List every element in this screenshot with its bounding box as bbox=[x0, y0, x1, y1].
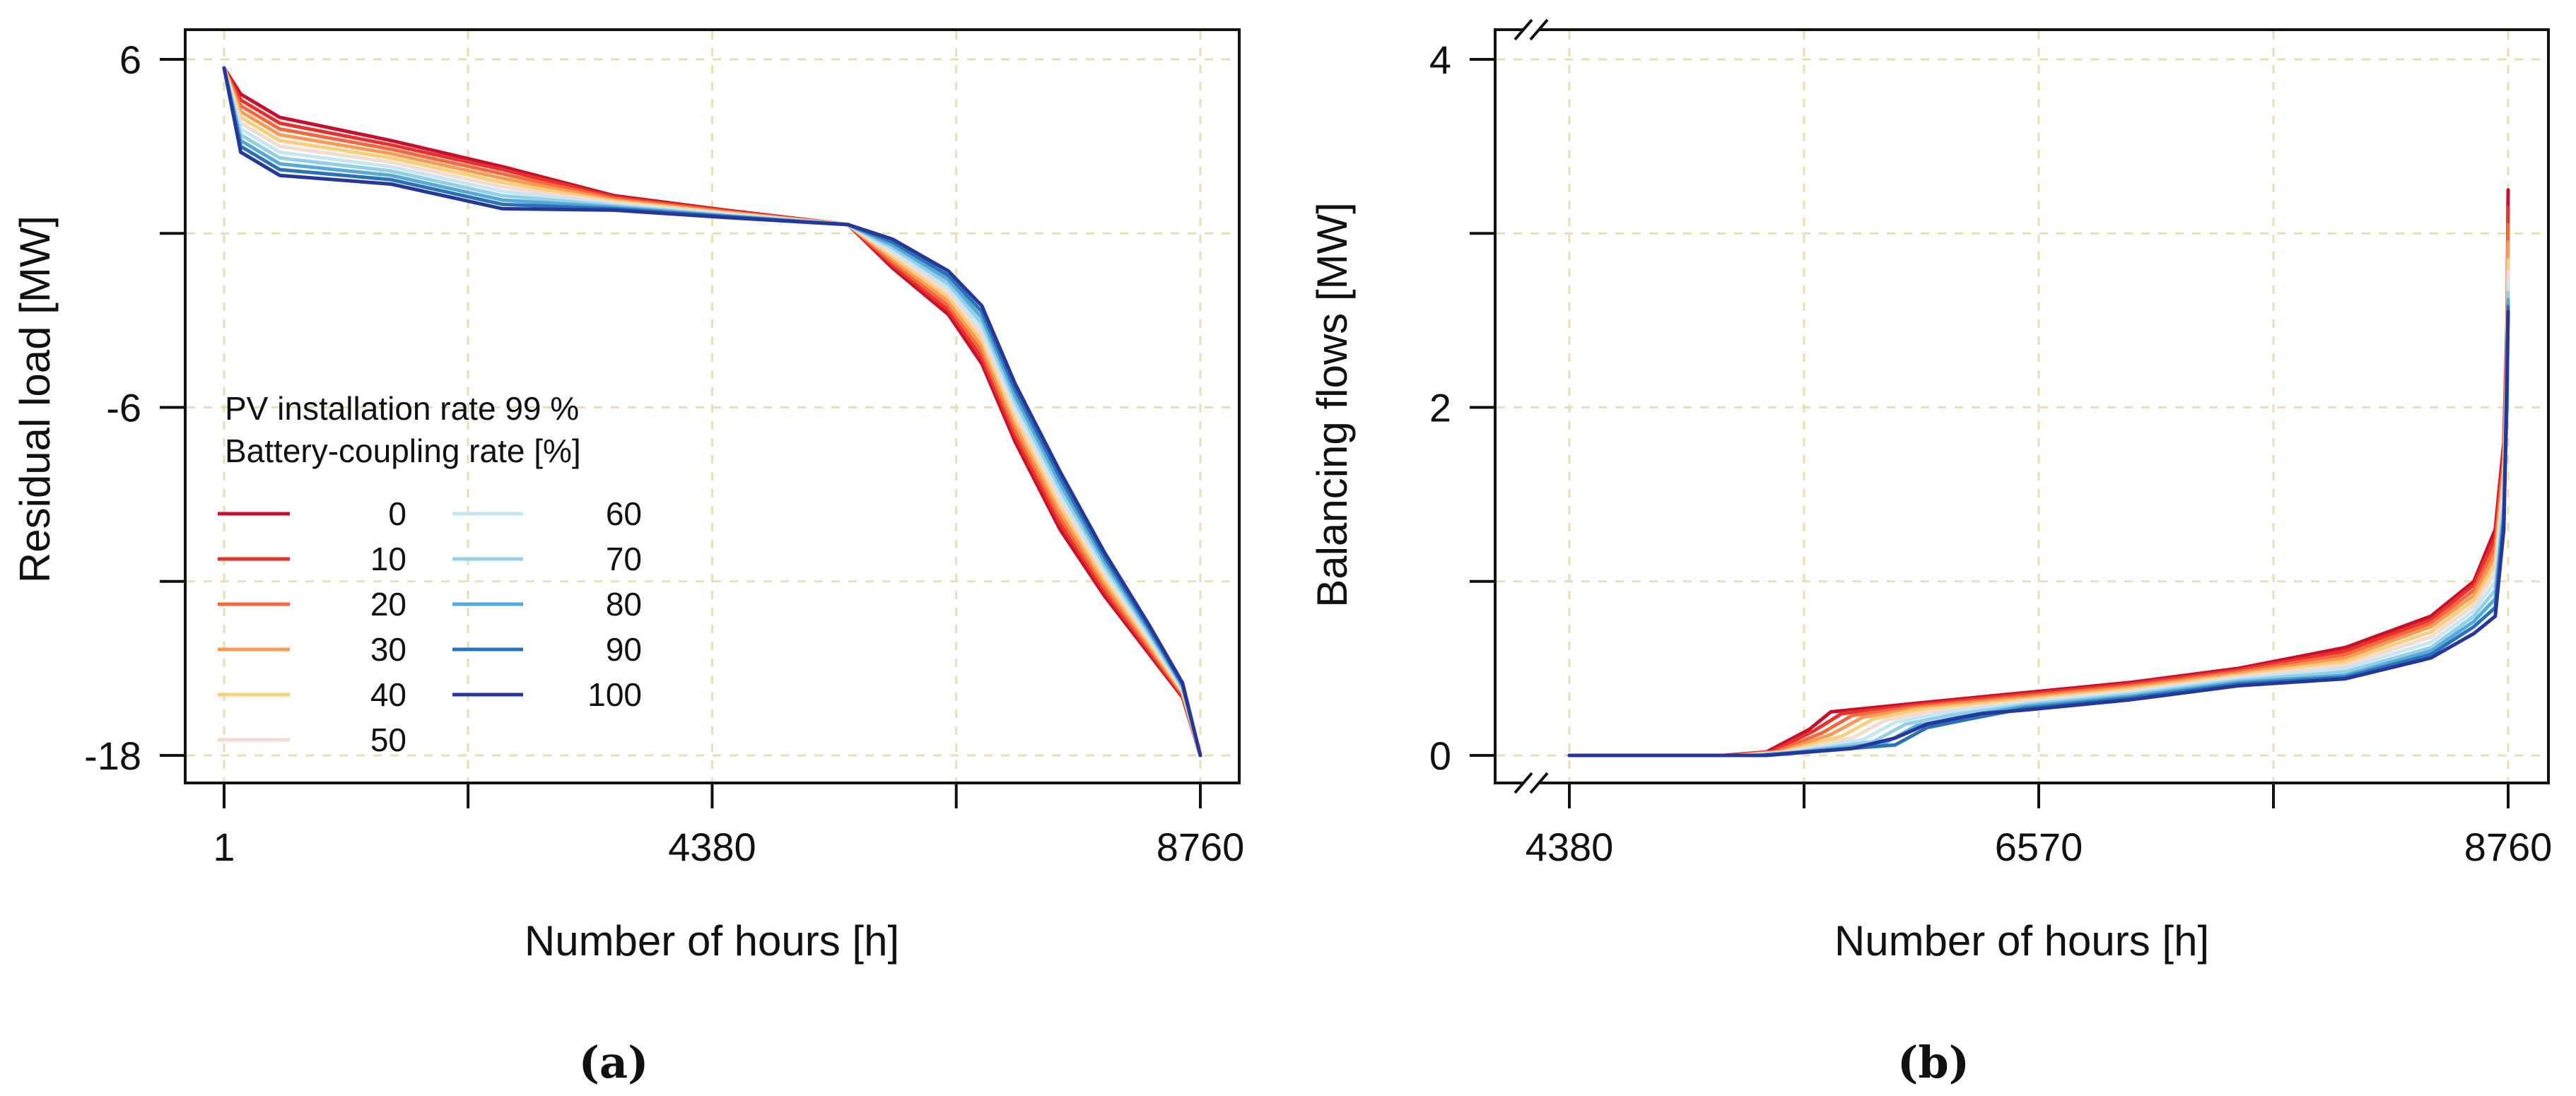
panel-b-ticks: 4380 6570 8760 0 2 4 bbox=[1429, 37, 2552, 869]
panel-a-chart: 1 4380 8760 -18 -6 6 Number of hours [h] Resi… bbox=[11, 28, 1244, 965]
x-tick-label: 8760 bbox=[2464, 825, 2553, 869]
panel-a-y-axis-label: Residual load [MW] bbox=[11, 216, 59, 583]
legend-label-80: 80 bbox=[606, 586, 642, 623]
legend-label-10: 10 bbox=[370, 541, 406, 577]
legend-title-line2: Battery-coupling rate [%] bbox=[225, 432, 581, 469]
x-tick-label: 4380 bbox=[1526, 825, 1614, 869]
x-tick-label: 4380 bbox=[668, 825, 756, 869]
series-line-100 bbox=[222, 66, 1202, 758]
panel-a-grid bbox=[187, 31, 1238, 782]
legend-label-0: 0 bbox=[388, 495, 406, 532]
axis-break-slash-1-1 bbox=[1514, 772, 1533, 794]
legend-label-20: 20 bbox=[370, 586, 406, 623]
legend-label-70: 70 bbox=[606, 541, 642, 577]
legend-label-90: 90 bbox=[606, 631, 642, 668]
legend-label-40: 40 bbox=[370, 676, 406, 713]
series-line-20 bbox=[222, 66, 1202, 758]
series-line-80 bbox=[222, 66, 1202, 758]
series-line-60 bbox=[222, 66, 1202, 758]
x-tick-label: 1 bbox=[213, 825, 235, 869]
panel-a-legend: PV installation rate 99 % Battery-coupli… bbox=[218, 390, 642, 758]
panel-b-axis-break bbox=[1514, 18, 1549, 794]
y-tick-label: 6 bbox=[119, 37, 141, 82]
panel-a-series bbox=[222, 66, 1202, 758]
legend-label-30: 30 bbox=[370, 631, 406, 668]
series-line-70 bbox=[222, 66, 1202, 758]
axis-break-slash-0-1 bbox=[1514, 18, 1533, 41]
series-line-40 bbox=[222, 66, 1202, 758]
legend-label-60: 60 bbox=[606, 495, 642, 532]
legend-label-100: 100 bbox=[587, 676, 642, 713]
y-tick-label: 4 bbox=[1429, 37, 1451, 82]
series-line-60 bbox=[1567, 280, 2510, 758]
panel-b-y-axis-label: Balancing flows [MW] bbox=[1309, 202, 1356, 608]
series-line-50 bbox=[222, 66, 1202, 758]
panel-b-x-axis-label: Number of hours [h] bbox=[1834, 917, 2209, 965]
panel-a-ticks: 1 4380 8760 -18 -6 6 bbox=[84, 37, 1244, 869]
y-tick-label: 0 bbox=[1429, 733, 1451, 778]
axis-break-slash-1-2 bbox=[1529, 772, 1549, 794]
caption-a: (a) bbox=[579, 1037, 649, 1088]
y-tick-label: -18 bbox=[84, 733, 141, 778]
panel-b-series bbox=[1567, 188, 2510, 758]
series-line-100 bbox=[1567, 310, 2510, 758]
y-tick-label: 2 bbox=[1429, 386, 1451, 430]
legend-label-50: 50 bbox=[370, 721, 406, 758]
series-line-0 bbox=[222, 66, 1202, 758]
series-line-10 bbox=[222, 66, 1202, 758]
series-line-90 bbox=[222, 66, 1202, 758]
axis-break-slash-0-2 bbox=[1529, 18, 1549, 41]
panel-a-x-axis-label: Number of hours [h] bbox=[525, 917, 899, 965]
y-tick-label: -6 bbox=[106, 386, 141, 430]
panel-b-chart: 4380 6570 8760 0 2 4 Number of hours [h] Bala… bbox=[1309, 18, 2552, 965]
x-tick-label: 8760 bbox=[1157, 825, 1245, 869]
caption-b: (b) bbox=[1897, 1037, 1969, 1088]
series-line-30 bbox=[222, 66, 1202, 758]
legend-title-line1: PV installation rate 99 % bbox=[225, 390, 579, 427]
axis-break-gap-0 bbox=[1523, 23, 1539, 37]
x-tick-label: 6570 bbox=[1995, 825, 2083, 869]
axis-break-gap-1 bbox=[1523, 776, 1539, 790]
